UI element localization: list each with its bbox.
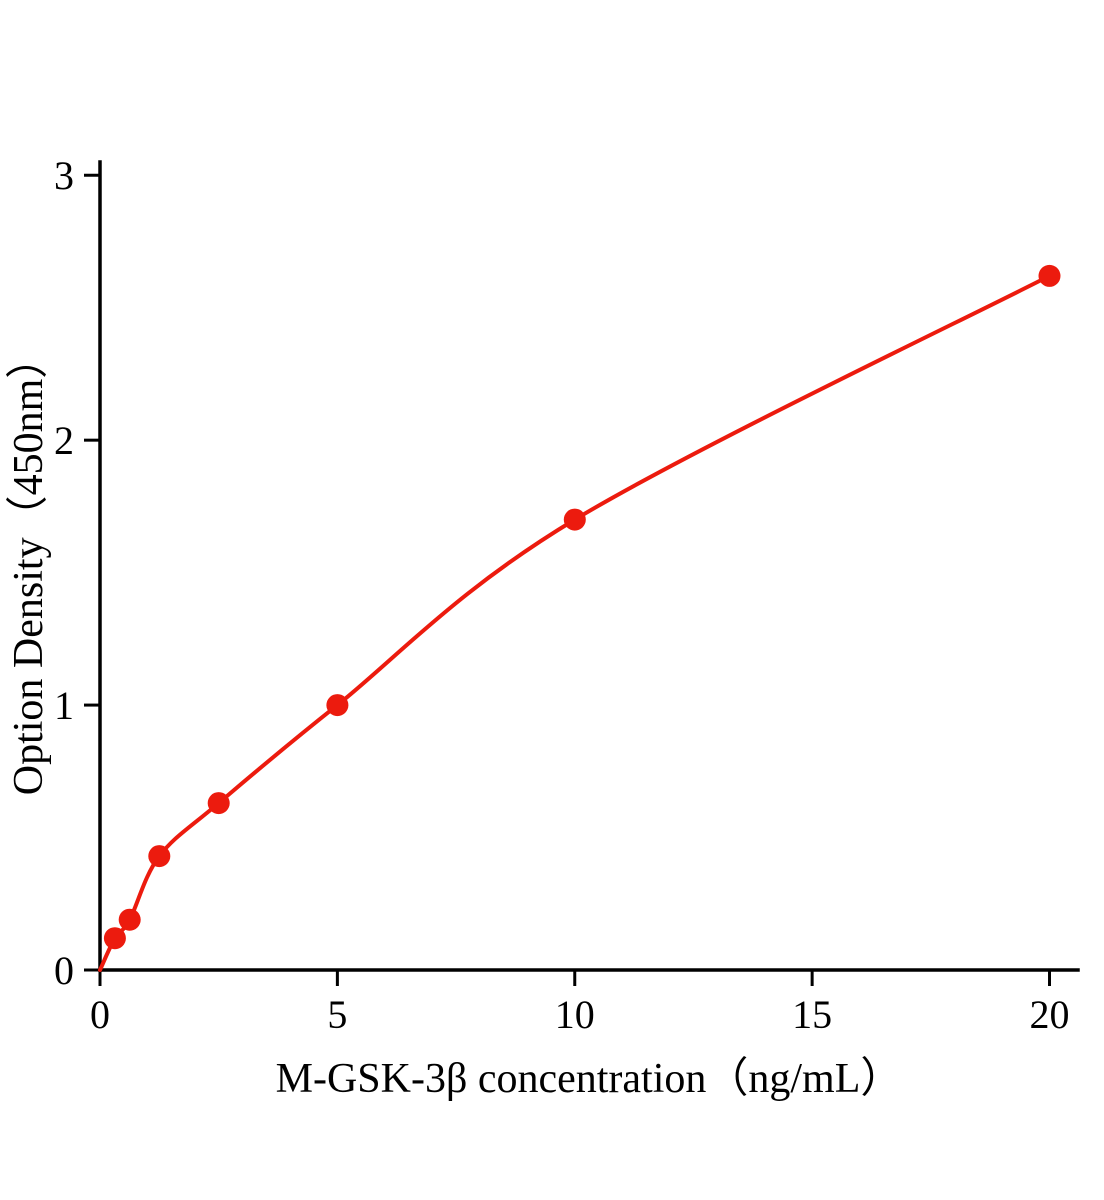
fit-curve-line <box>98 273 1052 972</box>
data-point <box>563 508 586 531</box>
data-point <box>207 792 230 815</box>
x-tick-label: 5 <box>327 992 347 1037</box>
y-tick-label: 3 <box>54 153 74 198</box>
y-tick-label: 0 <box>54 948 74 993</box>
y-tick-label: 2 <box>54 418 74 463</box>
x-tick-label: 15 <box>792 992 832 1037</box>
data-point <box>1038 264 1061 287</box>
data-point <box>118 908 141 931</box>
data-point <box>148 845 171 868</box>
series-layer <box>98 264 1061 972</box>
y-tick-label: 1 <box>54 683 74 728</box>
data-point <box>326 694 349 717</box>
x-tick-label: 10 <box>555 992 595 1037</box>
x-tick-label: 0 <box>90 992 110 1037</box>
axes-layer: 0 5 10 15 20 0 1 2 3 <box>54 153 1080 1037</box>
y-axis-title: Option Density（450nm） <box>6 337 52 796</box>
x-tick-label: 20 <box>1030 992 1070 1037</box>
data-point <box>103 927 126 950</box>
x-axis-title: M-GSK-3β concentration（ng/mL） <box>276 1056 903 1102</box>
